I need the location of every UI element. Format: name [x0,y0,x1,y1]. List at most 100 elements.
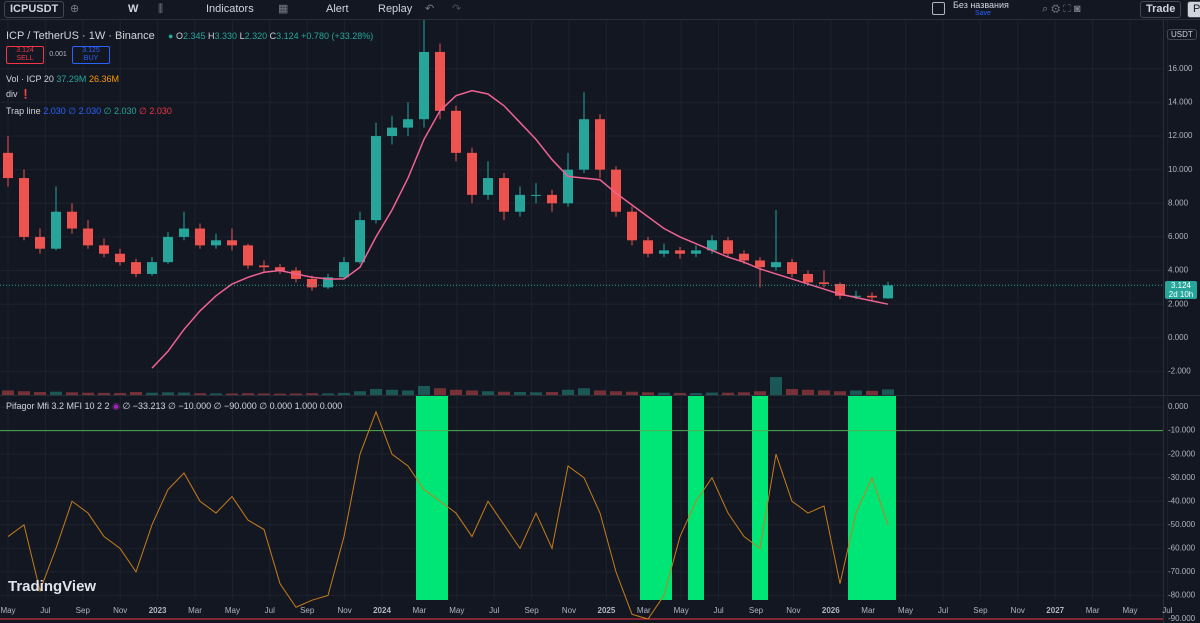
mfi-values: ∅ −33.213 ∅ −10.000 ∅ −90.000 ∅ 0.000 1.… [122,401,343,411]
signal-zone [688,396,704,600]
price-pane [0,20,1163,395]
toolbar-icons[interactable]: ⌕ ⚙ ⛶ ◙ [1042,3,1081,15]
volume-bar [738,392,750,395]
volume-bar [322,393,334,395]
y-tick-label: -2.000 [1168,367,1191,376]
indicators-button[interactable]: Indicators [206,3,254,15]
candle-body [387,127,397,137]
candle-body [611,169,621,212]
volume-bar [34,392,46,395]
sell-label: SELL [16,55,34,62]
signal-zone [848,396,896,600]
candle-body [851,295,861,297]
volume-bar [722,392,734,395]
x-tick-label: Jul [938,606,948,615]
x-tick-label: 2025 [598,606,616,615]
x-tick-label: Sep [749,606,764,615]
volume-bar [546,392,558,395]
layout-checkbox[interactable] [932,2,945,15]
x-tick-label: 2024 [373,606,391,615]
y-tick-label: -60.000 [1168,543,1196,552]
layout-name[interactable]: Без названия [953,0,1009,10]
y-tick-label: 0.000 [1168,402,1189,411]
volume-bar [642,392,654,395]
logo-text: TradingView [8,578,97,595]
open-key: O [175,31,183,41]
save-button[interactable]: Save [975,10,991,17]
replay-button[interactable]: Replay [378,3,413,15]
undo[interactable]: ↶ [425,3,435,15]
redo[interactable]: ↷ [452,3,462,15]
trap-title: Trap line [6,106,41,116]
volume-bar [690,393,702,395]
volume-bar [786,389,798,395]
candle-body [179,228,189,237]
mfi-eye[interactable]: ◉ [112,401,120,411]
candle-body [83,228,93,246]
volume-bar [82,392,94,395]
buy-button[interactable]: 3.125 BUY [72,46,110,64]
candle-body [659,250,669,254]
candle-body [371,136,381,221]
signal-zone [416,396,448,600]
volume-bar [370,389,382,395]
y-tick-label: 16.000 [1168,64,1193,73]
volume-bar [626,391,638,395]
x-tick-label: Sep [973,606,988,615]
signal-zone [640,396,656,600]
candle-body [883,285,893,299]
y-tick-label: -20.000 [1168,449,1196,458]
candle-body [515,194,525,212]
warning-icon: ❗ [20,89,32,99]
trap-legend: Trap line 2.030 ∅ 2.030 ∅ 2.030 ∅ 2.030 [6,106,172,117]
volume-bar [882,389,894,395]
currency-selector[interactable]: USDT [1167,29,1197,40]
mfi-legend: Pifagor Mfi 3.2 MFI 10 2 2 ◉ ∅ −33.213 ∅… [6,401,342,412]
close-key: C [269,31,277,41]
low-value: 2.320 [244,31,268,41]
add-symbol[interactable]: ⊕ [70,3,80,15]
volume-bar [866,390,878,395]
candle-body [675,250,685,254]
chart-type[interactable]: ⫼ [158,3,164,15]
volume-title: Vol · ICP 20 [6,74,54,84]
mfi-pane [0,410,1163,620]
volume-bar [338,392,350,395]
volume-bar [530,392,542,395]
mfi-line [7,410,889,620]
y-tick-label: 10.000 [1168,165,1193,174]
volume-bar [770,377,782,395]
trap-value: ∅ 2.030 [103,106,137,116]
open-value: 2.345 [182,31,206,41]
symbol-search[interactable]: ICPUSDT [4,1,65,18]
buy-price: 3.125 [82,47,100,54]
signal-zone [752,396,768,600]
volume-bar [274,393,286,395]
x-tick-label: Sep [300,606,315,615]
low-key: L [239,31,245,41]
volume-bar [210,393,222,395]
candle-body [643,240,653,254]
volume-bar [514,392,526,395]
tradingview-logo[interactable]: TradingView [8,578,96,595]
publish-button[interactable]: P [1187,1,1200,18]
interval[interactable]: W [128,3,139,15]
x-tick-label: Sep [76,606,91,615]
volume-bar [498,391,510,395]
candle-body [115,253,125,263]
trade-button[interactable]: Trade [1140,1,1182,18]
sell-button[interactable]: 3.124 SELL [6,46,44,64]
candle-body [867,295,877,298]
candle-body [579,119,589,170]
x-tick-label: 2023 [149,606,167,615]
candle-body [195,228,205,246]
candle-body [435,51,445,111]
y-tick-label: -70.000 [1168,567,1196,576]
volume-bar [386,389,398,395]
candle-body [771,262,781,268]
candle-body [35,236,45,249]
alert-button[interactable]: Alert [326,3,349,15]
candle-body [339,262,349,278]
layouts[interactable]: ▦ [278,3,289,15]
